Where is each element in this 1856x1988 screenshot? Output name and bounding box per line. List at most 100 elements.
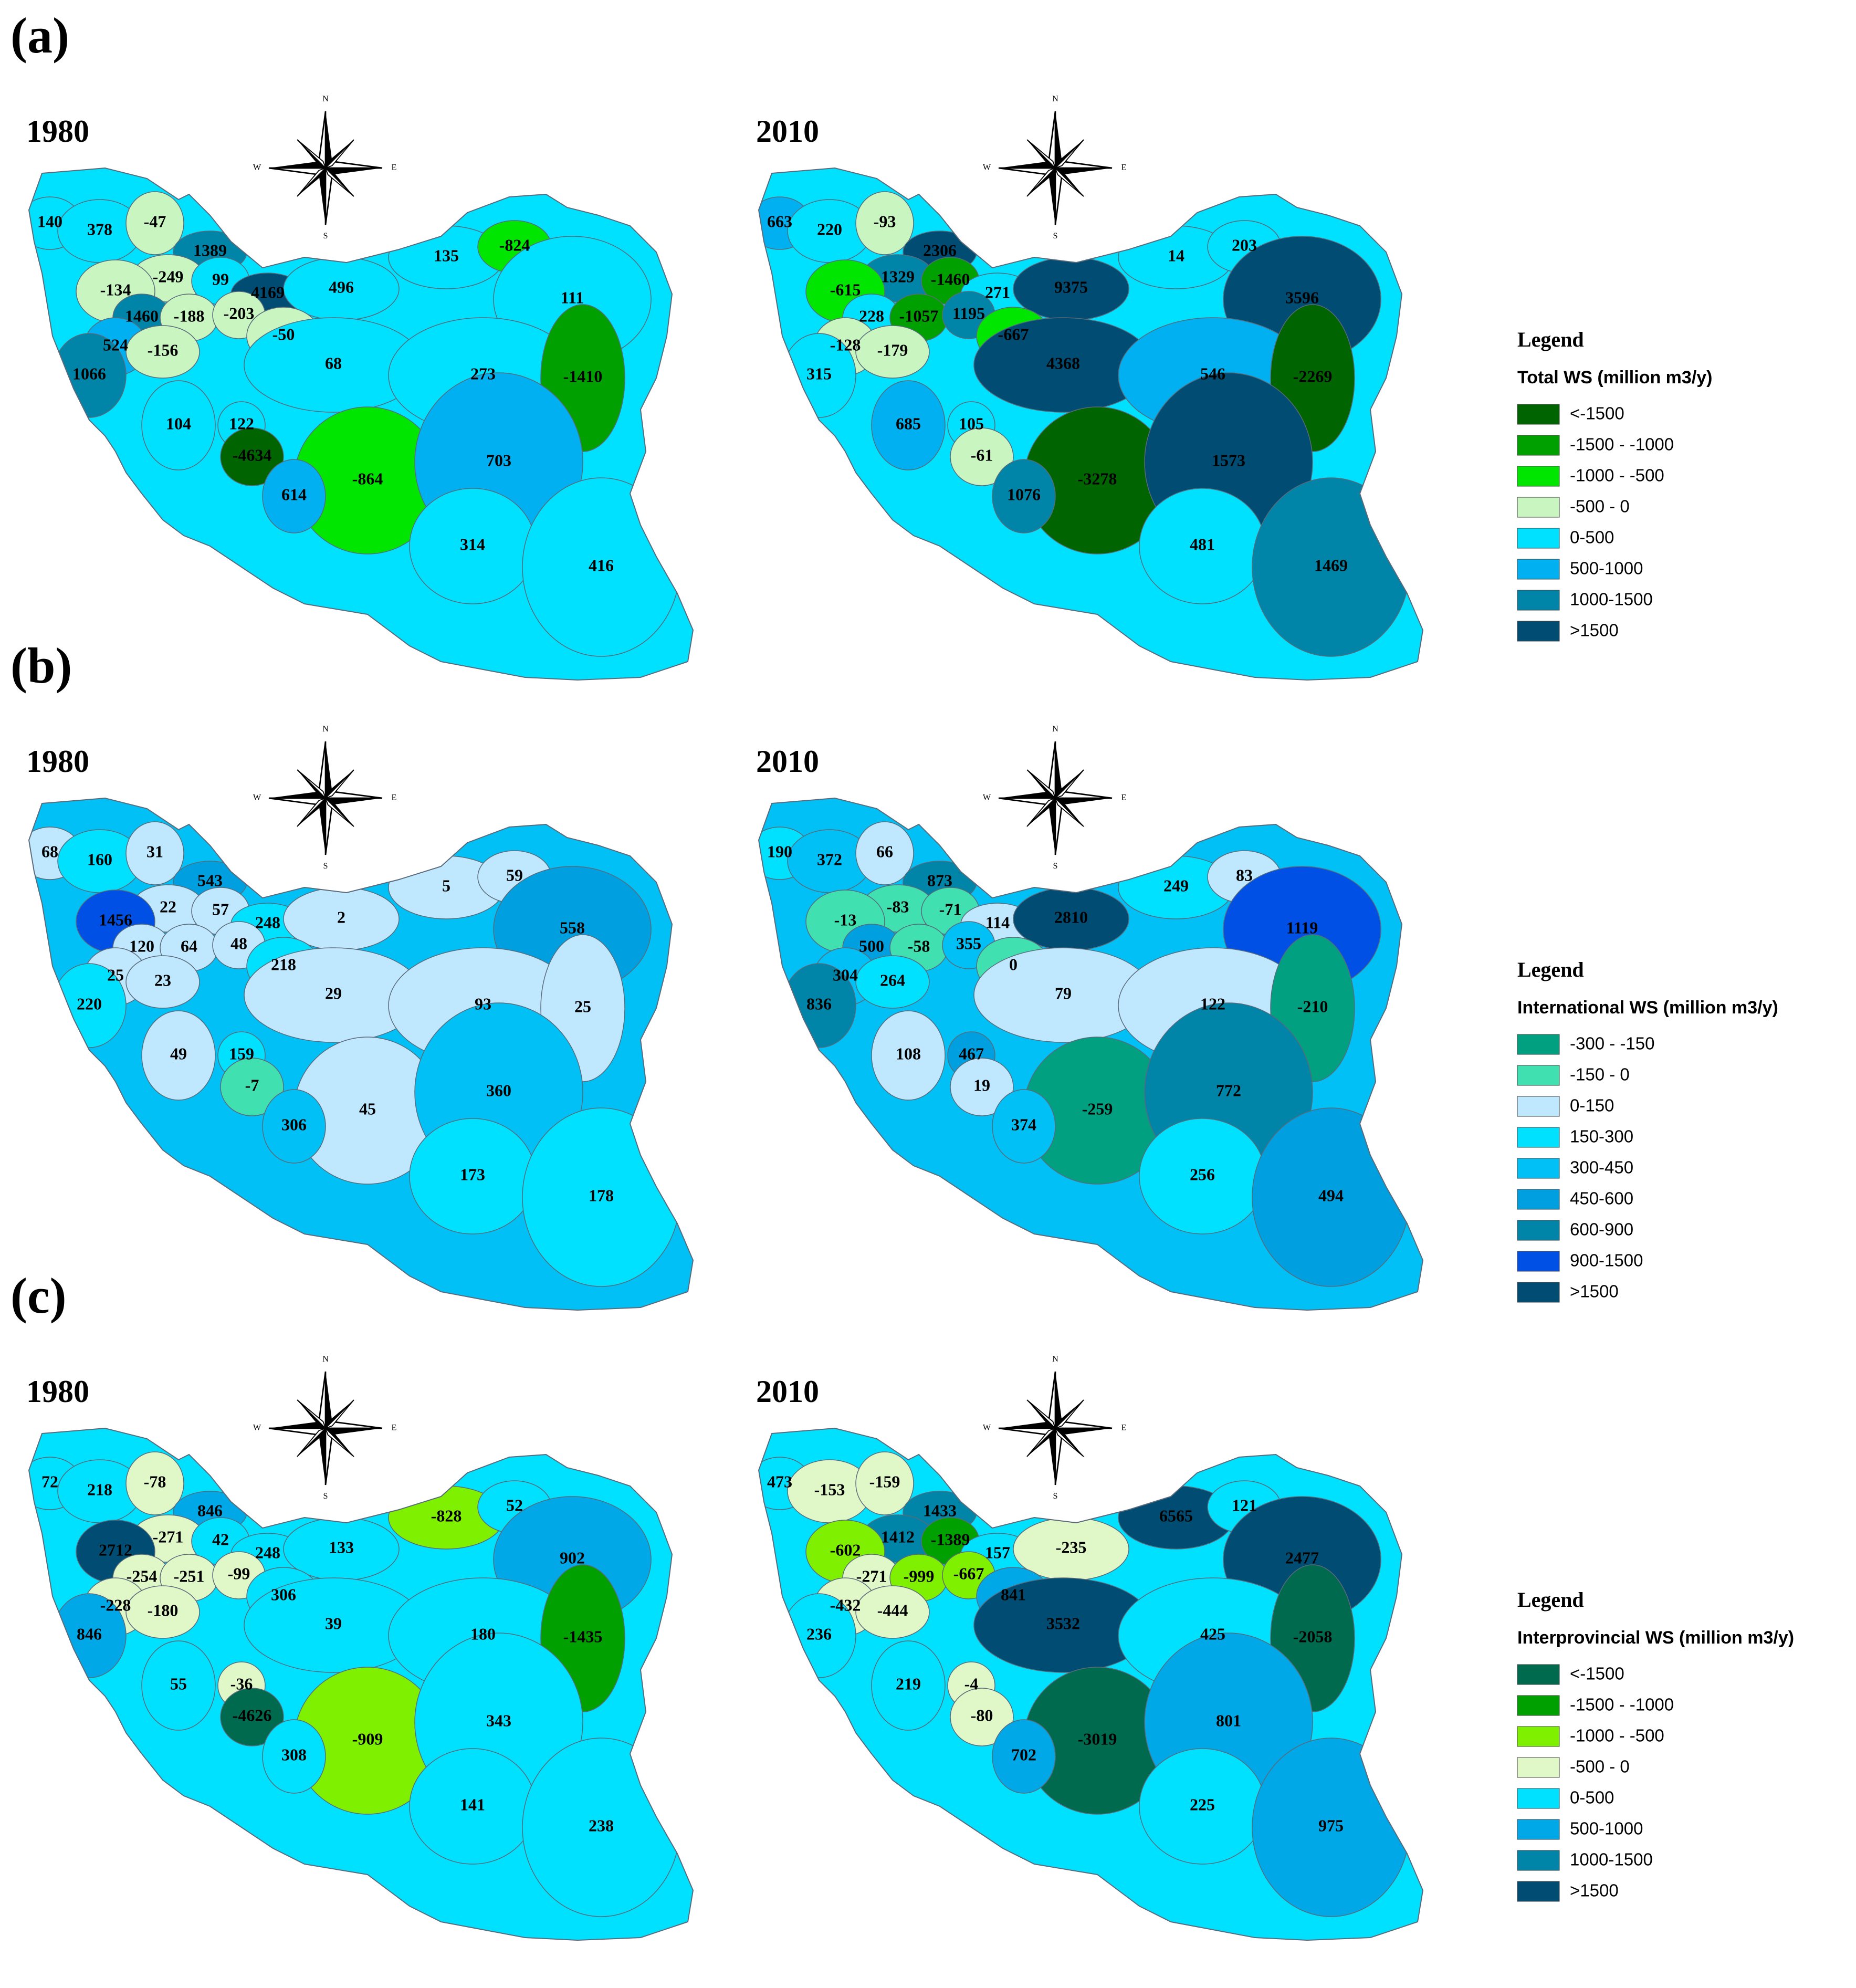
legend-swatch (1517, 1251, 1560, 1272)
province-value-label: 494 (1318, 1186, 1344, 1205)
map-year-label: 2010 (756, 1374, 819, 1409)
province-value-label: -2058 (1293, 1627, 1333, 1646)
province-value-label: 1076 (1007, 485, 1041, 504)
legend-swatch (1517, 621, 1560, 642)
province-value-label: 3596 (1285, 288, 1319, 307)
province-value-label: 4169 (251, 282, 285, 301)
panel-letter: (a) (11, 7, 69, 64)
province-value-label: 14 (1168, 246, 1184, 265)
province-value-label: -203 (224, 304, 255, 322)
province-value-label: 315 (806, 364, 832, 383)
compass-e-label: E (392, 163, 397, 172)
province-value-label: 1119 (1286, 918, 1318, 937)
province-value-label: -3019 (1078, 1729, 1117, 1748)
legend-item-label: 150-300 (1570, 1127, 1633, 1146)
province-value-label: 64 (181, 936, 197, 955)
province-value-label: 1066 (72, 364, 106, 383)
province-region (855, 1585, 930, 1639)
province-value-label: 703 (486, 451, 511, 469)
province-value-label: 663 (767, 212, 792, 231)
compass-rose-icon: N S E W (253, 724, 397, 871)
legend-item-label: 300-450 (1570, 1158, 1633, 1177)
province-value-label: 481 (1190, 535, 1215, 553)
province-value-label: 49 (170, 1044, 187, 1063)
compass-w-label: W (983, 1423, 991, 1432)
province-value-label: 114 (985, 913, 1010, 932)
province-value-label: 79 (1055, 983, 1072, 1002)
legend-swatch (1517, 1096, 1560, 1117)
province-value-label: 685 (896, 414, 921, 433)
legend-swatch (1517, 1850, 1560, 1871)
legend-swatch (1517, 1788, 1560, 1809)
province-value-label: 190 (767, 842, 792, 861)
legend-swatch (1517, 1664, 1560, 1685)
province-value-label: 220 (817, 219, 842, 238)
legend-swatch (1517, 466, 1560, 487)
legend-item-label: 900-1500 (1570, 1251, 1643, 1270)
province-region (950, 427, 1014, 486)
province-value-label: 140 (37, 212, 62, 231)
province-region (855, 821, 914, 885)
province-value-label: -4 (964, 1674, 979, 1693)
province-value-label: 846 (197, 1501, 223, 1520)
province-value-label: -47 (144, 212, 166, 231)
province-region (855, 191, 914, 255)
province-value-label: -1410 (563, 367, 603, 385)
legend: Legend Total WS (million m3/y) <-1500 -1500… (1517, 328, 1713, 642)
province-value-label: 83 (1236, 865, 1253, 884)
province-value-label: 772 (1216, 1081, 1241, 1100)
province-value-label: 121 (1232, 1495, 1257, 1514)
province-value-label: 68 (41, 842, 58, 861)
map-year-label: 1980 (26, 744, 89, 779)
compass-s-label: S (1053, 231, 1057, 240)
province-value-label: 264 (880, 970, 905, 989)
province-value-label: 141 (460, 1795, 485, 1814)
province-region (125, 191, 184, 255)
legend-item-label: -300 - -150 (1570, 1034, 1654, 1053)
legend-heading: Legend (1517, 958, 1584, 981)
province-value-label: 203 (1232, 235, 1257, 254)
province-value-label: -179 (877, 340, 908, 359)
map-year-label: 1980 (26, 114, 89, 149)
province-value-label: 543 (197, 871, 223, 890)
province-value-label: -3278 (1078, 469, 1117, 488)
province-value-label: 273 (470, 364, 496, 383)
province-value-label: 99 (212, 269, 229, 288)
compass-w-label: W (983, 793, 991, 802)
province-value-label: -4626 (233, 1706, 272, 1724)
legend-item-label: 450-600 (1570, 1189, 1633, 1208)
province-value-label: -36 (230, 1674, 253, 1693)
province-value-label: 48 (230, 934, 247, 953)
province-value-label: -259 (1082, 1099, 1113, 1118)
legend-item-label: >1500 (1570, 1282, 1619, 1301)
province-value-label: -1460 (931, 269, 970, 288)
legend-item-label: 1000-1500 (1570, 590, 1653, 609)
province-value-label: 105 (959, 414, 984, 433)
legend-item-label: 600-900 (1570, 1220, 1633, 1239)
legend-item-label: -1000 - -500 (1570, 466, 1664, 485)
province-value-label: 271 (985, 282, 1010, 301)
compass-rose-icon: N S E W (253, 1354, 397, 1501)
compass-n-label: N (322, 1354, 329, 1364)
panel-letter: (c) (11, 1268, 67, 1324)
legend-heading: Legend (1517, 328, 1584, 351)
legend-item-label: -150 - 0 (1570, 1065, 1630, 1084)
compass-s-label: S (1053, 861, 1057, 871)
province-value-label: -999 (904, 1566, 935, 1585)
province-value-label: 1389 (193, 240, 227, 259)
province-value-label: 104 (166, 414, 191, 433)
province-value-label: 52 (506, 1495, 523, 1514)
legend-item-label: <-1500 (1570, 404, 1624, 423)
province-region (141, 1640, 216, 1731)
province-value-label: 467 (959, 1044, 984, 1063)
compass-e-label: E (392, 1423, 397, 1432)
province-value-label: -824 (499, 235, 530, 254)
legend-item-label: >1500 (1570, 1881, 1619, 1900)
province-value-label: 122 (1200, 994, 1225, 1013)
province-value-label: -444 (877, 1600, 908, 1619)
province-value-label: 546 (1200, 364, 1225, 383)
legend-item-label: 500-1000 (1570, 559, 1643, 578)
province-region (220, 427, 284, 486)
province-value-label: -7 (245, 1075, 259, 1094)
